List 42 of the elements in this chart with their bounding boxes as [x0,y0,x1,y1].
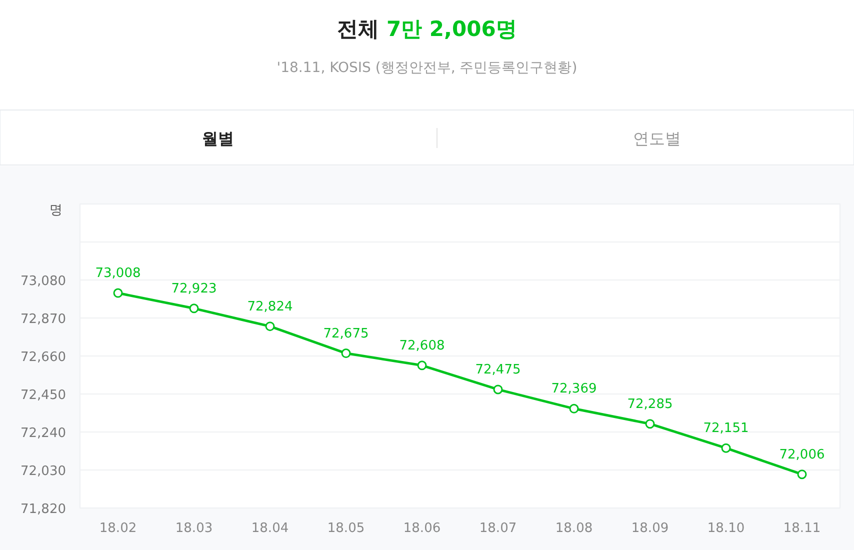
x-tick-label: 18.07 [479,521,517,536]
point [797,470,807,480]
point [417,360,427,370]
point [189,304,199,314]
data-label: 72,006 [779,447,825,462]
data-label: 72,824 [247,299,293,314]
point [341,348,351,358]
point [113,288,123,298]
y-tick-label: 72,030 [20,464,66,479]
text: 월별 [202,129,234,148]
point [265,322,275,332]
data-label: 72,675 [323,326,369,342]
x-tick-label: 18.03 [175,521,213,536]
data-label: 72,369 [551,382,597,397]
x-tick-label: 18.02 [99,521,137,536]
text: 연도별 [633,129,681,148]
point [645,419,655,429]
x-tick-label: 18.09 [631,521,669,536]
x-tick-label: 18.04 [251,521,289,536]
chart-subtitle: '18.11, KOSIS (행정안전부, 주민등록인구현황) [276,60,578,76]
x-tick-label: 18.06 [403,521,441,536]
point [569,404,579,414]
y-tick-label: 71,820 [20,502,66,517]
x-tick-label: 18.11 [783,521,821,536]
y-tick-label: 72,870 [20,312,66,327]
y-tick-label: 72,660 [20,350,66,365]
y-tick-label: 72,240 [20,426,66,441]
data-label: 73,008 [95,266,141,282]
data-label: 72,475 [475,362,521,378]
y-tick-label: 72,450 [20,388,66,403]
y-tick-label: 73,080 [20,274,66,289]
y-axis-title: 명 [50,203,62,218]
data-label: 72,285 [627,396,673,412]
data-label: 72,923 [171,281,217,296]
point [493,384,503,394]
chart-title: 전체 7만 2,006명 [337,17,517,41]
x-tick-label: 18.05 [327,521,365,536]
x-tick-label: 18.08 [555,521,593,536]
data-label: 72,151 [703,421,749,436]
point [721,443,731,453]
data-label: 72,608 [399,338,445,354]
x-tick-label: 18.10 [707,521,745,536]
